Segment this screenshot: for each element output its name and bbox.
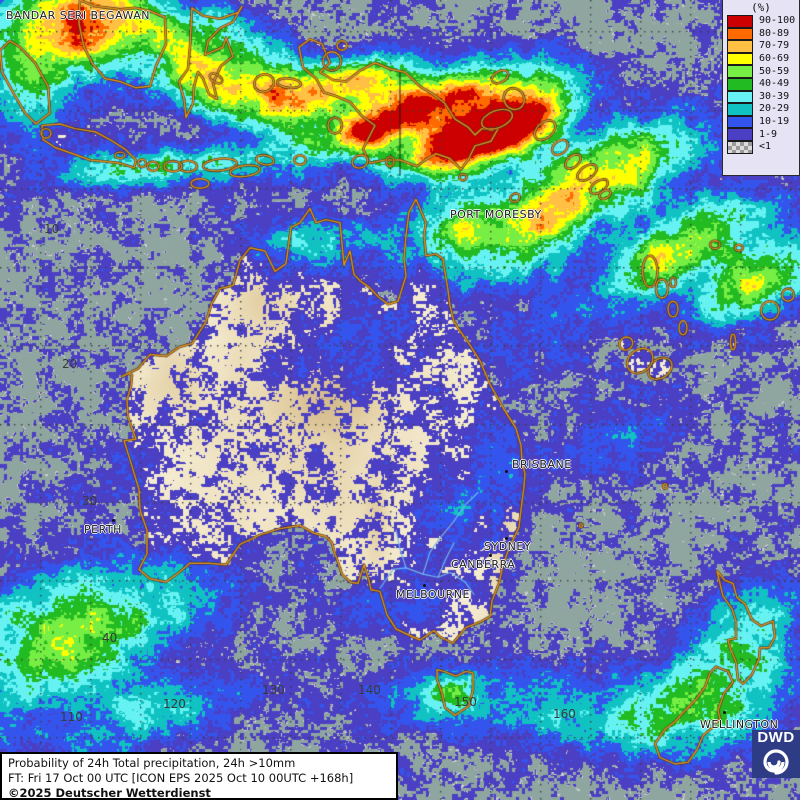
city-label: PERTH	[84, 523, 122, 536]
legend-row: 30-39	[727, 90, 799, 104]
city-label: CANBERRA	[451, 558, 516, 571]
legend-row: 20-29	[727, 103, 799, 116]
legend-label: 30-39	[759, 90, 790, 102]
legend-swatch	[727, 77, 753, 91]
longitude-label: 120	[163, 697, 186, 711]
legend-rows: 90-100 80-89 70-79 60-69 50-59 40-49 30-39 20-2…	[723, 15, 799, 154]
legend-swatch	[727, 90, 753, 104]
longitude-label: 140	[358, 683, 381, 697]
legend-label: <1	[759, 141, 772, 153]
legend-row: 1-9	[727, 128, 799, 141]
city-label: SYDNEY	[484, 540, 532, 553]
legend-swatch	[727, 27, 753, 41]
legend-row: 60-69	[727, 52, 799, 66]
longitude-label: 150	[454, 695, 477, 709]
legend-swatch	[727, 103, 753, 116]
legend-swatch	[727, 128, 753, 141]
legend-swatch	[727, 115, 753, 129]
city-marker-dot	[423, 584, 426, 587]
dwd-logo-text: DWD	[757, 729, 795, 746]
city-marker-dot	[505, 470, 508, 473]
legend-label: 80-89	[759, 27, 790, 39]
caption-valid: FT: Fri 17 Oct 00 UTC [ICON EPS 2025 Oct…	[8, 771, 354, 785]
legend-row: 40-49	[727, 77, 799, 91]
legend-swatch	[727, 52, 753, 66]
legend-swatch	[727, 40, 753, 53]
city-marker-dot	[489, 554, 492, 557]
city-marker-dot	[505, 537, 508, 540]
legend-label: 10-19	[759, 116, 790, 128]
legend-label: 50-59	[759, 65, 790, 77]
legend-title: (%)	[751, 1, 771, 14]
longitude-label: 110	[60, 710, 83, 724]
city-marker-dot	[723, 711, 726, 714]
legend-label: 60-69	[759, 53, 790, 65]
legend-label: 90-100	[759, 15, 796, 27]
legend-row: 10-19	[727, 115, 799, 129]
latitude-label: 10	[44, 222, 60, 236]
longitude-label: 160	[553, 707, 576, 721]
spiral-icon	[763, 749, 789, 775]
city-label: PORT MORESBY	[450, 208, 542, 221]
city-label: BANDAR SERI BEGAWAN	[6, 9, 151, 22]
latitude-label: 20	[62, 357, 78, 371]
legend-label: 70-79	[759, 40, 790, 52]
longitude-label: 130	[262, 683, 285, 697]
city-label: BRISBANE	[512, 458, 572, 471]
latitude-label: 30	[82, 494, 98, 508]
legend-row: 90-100	[727, 15, 799, 28]
legend-row: 70-79	[727, 40, 799, 53]
city-marker-dot	[112, 519, 115, 522]
legend-row: 50-59	[727, 65, 799, 78]
legend-row: <1	[727, 140, 799, 154]
latitude-label: 40	[102, 631, 118, 645]
legend-row: 80-89	[727, 27, 799, 41]
legend-panel: (%) 90-100 80-89 70-79 60-69 50-59 40-49 30-39…	[722, 0, 800, 176]
legend-swatch	[727, 65, 753, 78]
legend-label: 40-49	[759, 78, 790, 90]
city-label: WELLINGTON	[700, 718, 779, 731]
city-label: MELBOURNE	[396, 588, 470, 601]
caption-box: Probability of 24h Total precipitation, …	[0, 752, 398, 800]
legend-swatch	[727, 15, 753, 28]
legend-label: 20-29	[759, 103, 790, 115]
caption-title: Probability of 24h Total precipitation, …	[8, 756, 296, 770]
legend-label: 1-9	[759, 128, 778, 140]
legend-swatch	[727, 140, 753, 154]
dwd-logo: DWD	[752, 730, 800, 778]
caption-copyright: ©2025 Deutscher Wetterdienst	[8, 786, 211, 800]
